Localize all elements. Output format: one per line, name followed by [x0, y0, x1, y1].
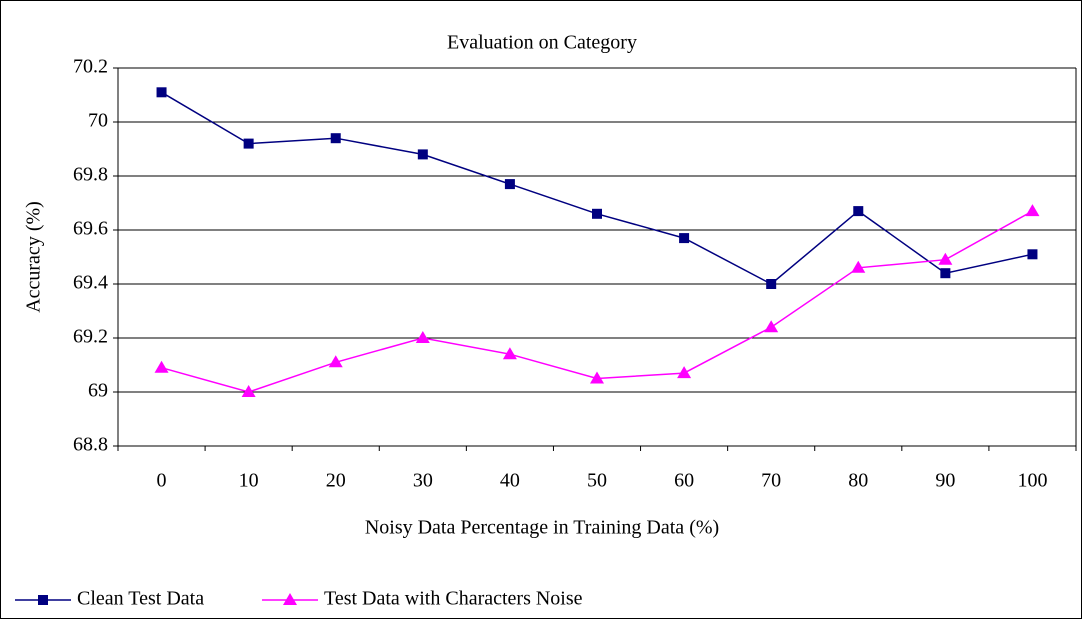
x-tick-label: 60	[674, 470, 694, 492]
y-axis-label: Accuracy (%)	[23, 201, 45, 313]
x-tick-label: 70	[761, 470, 781, 492]
marker	[853, 206, 864, 217]
marker	[417, 149, 428, 160]
marker	[328, 355, 343, 368]
marker	[592, 208, 602, 219]
marker	[241, 385, 256, 397]
y-tick-label: 68.8	[73, 434, 108, 456]
marker	[1027, 249, 1038, 260]
y-tick-label: 69.2	[73, 326, 108, 348]
x-tick-label: 0	[157, 470, 167, 492]
marker	[156, 87, 167, 98]
y-tick-label: 69.8	[73, 164, 108, 186]
chart-title: Evaluation on Category	[447, 32, 637, 54]
marker	[502, 347, 517, 360]
x-tick-label: 80	[848, 470, 868, 492]
marker	[679, 233, 690, 244]
legend-label: Test Data with Characters Noise	[324, 588, 583, 610]
x-tick-label: 30	[413, 470, 433, 492]
y-tick-label: 69.4	[73, 272, 108, 294]
marker	[415, 331, 430, 343]
marker	[677, 366, 692, 379]
marker	[590, 371, 604, 384]
marker	[938, 252, 953, 265]
y-tick-label: 70	[88, 110, 108, 132]
marker	[940, 268, 951, 279]
marker	[766, 279, 777, 289]
y-tick-label: 69	[88, 380, 108, 402]
marker	[504, 179, 515, 190]
x-axis-label: Noisy Data Percentage in Training Data (…	[365, 517, 719, 539]
y-tick-label: 70.2	[73, 56, 108, 78]
marker	[851, 260, 866, 273]
marker	[330, 133, 341, 144]
marker	[243, 138, 254, 149]
x-tick-label: 100	[1017, 470, 1047, 492]
marker	[38, 595, 48, 605]
marker	[764, 320, 779, 333]
marker	[283, 593, 297, 605]
x-tick-label: 10	[239, 470, 259, 492]
x-tick-label: 50	[587, 470, 607, 492]
marker	[1025, 204, 1040, 217]
x-tick-label: 20	[326, 470, 346, 492]
x-tick-label: 40	[500, 470, 520, 492]
x-tick-label: 90	[935, 470, 955, 492]
legend-label: Clean Test Data	[77, 588, 204, 610]
marker	[154, 360, 169, 373]
y-tick-label: 69.6	[73, 218, 108, 240]
